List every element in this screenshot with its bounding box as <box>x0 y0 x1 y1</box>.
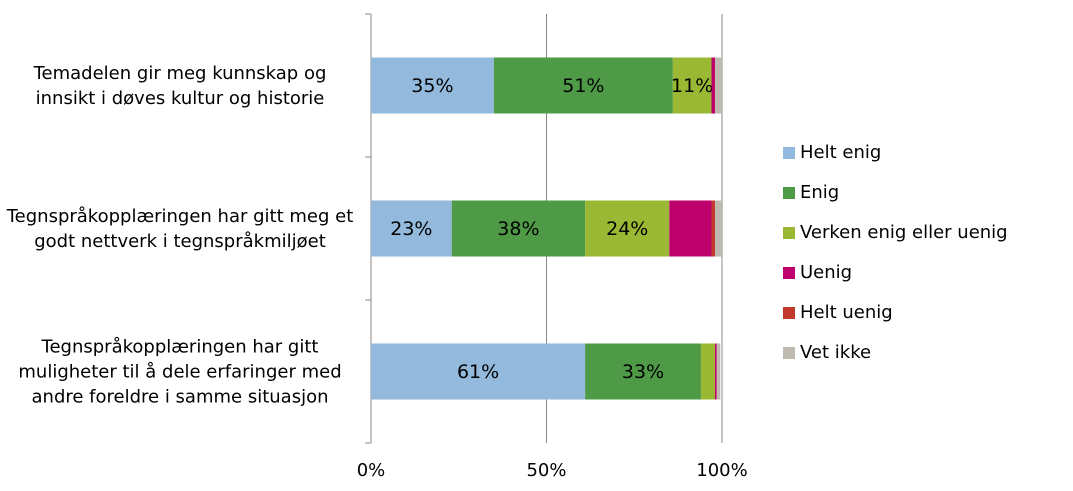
category-label: Tegnspråkopplæringen har gitt muligheter… <box>18 336 342 407</box>
bar-segment <box>714 343 717 400</box>
data-label: 33% <box>622 361 664 383</box>
bar-segment <box>700 343 715 400</box>
data-label: 51% <box>562 75 604 97</box>
x-tick-label: 0% <box>357 460 386 481</box>
legend-label: Helt enig <box>800 142 881 163</box>
bar-segment <box>716 343 721 400</box>
bar-segment <box>669 200 712 257</box>
bar-segment <box>714 200 722 257</box>
legend-swatch <box>783 227 795 239</box>
data-label: 23% <box>390 218 432 240</box>
bar-segment <box>371 57 494 114</box>
data-label: 61% <box>457 361 499 383</box>
category-label: Tegnspråkopplæringen har gitt meg et god… <box>6 205 354 252</box>
bar-segment <box>714 57 722 114</box>
data-label: 24% <box>606 218 648 240</box>
bar-segment <box>711 200 715 257</box>
bar-segment <box>672 57 712 114</box>
bar-segment <box>451 200 586 257</box>
data-label: 11% <box>671 75 713 97</box>
legend-swatch <box>783 267 795 279</box>
legend-label: Uenig <box>800 262 852 283</box>
legend-label: Verken enig eller uenig <box>800 222 1008 243</box>
legend-label: Vet ikke <box>800 342 871 363</box>
bar-segment <box>371 343 586 400</box>
legend-swatch <box>783 187 795 199</box>
bar-segment <box>371 200 452 257</box>
bar-segment <box>585 343 701 400</box>
bar-segment <box>585 200 670 257</box>
legend-swatch <box>783 147 795 159</box>
data-label: 35% <box>411 75 453 97</box>
bar-segment <box>711 57 715 114</box>
x-tick-label: 50% <box>526 460 566 481</box>
bar-segment <box>493 57 673 114</box>
legend-swatch <box>783 347 795 359</box>
data-label: 38% <box>497 218 539 240</box>
x-tick-label: 100% <box>696 460 747 481</box>
legend-swatch <box>783 307 795 319</box>
legend-label: Enig <box>800 182 839 203</box>
category-label: Temadelen gir meg kunnskap og innsikt i … <box>33 62 327 109</box>
legend-label: Helt uenig <box>800 302 893 323</box>
